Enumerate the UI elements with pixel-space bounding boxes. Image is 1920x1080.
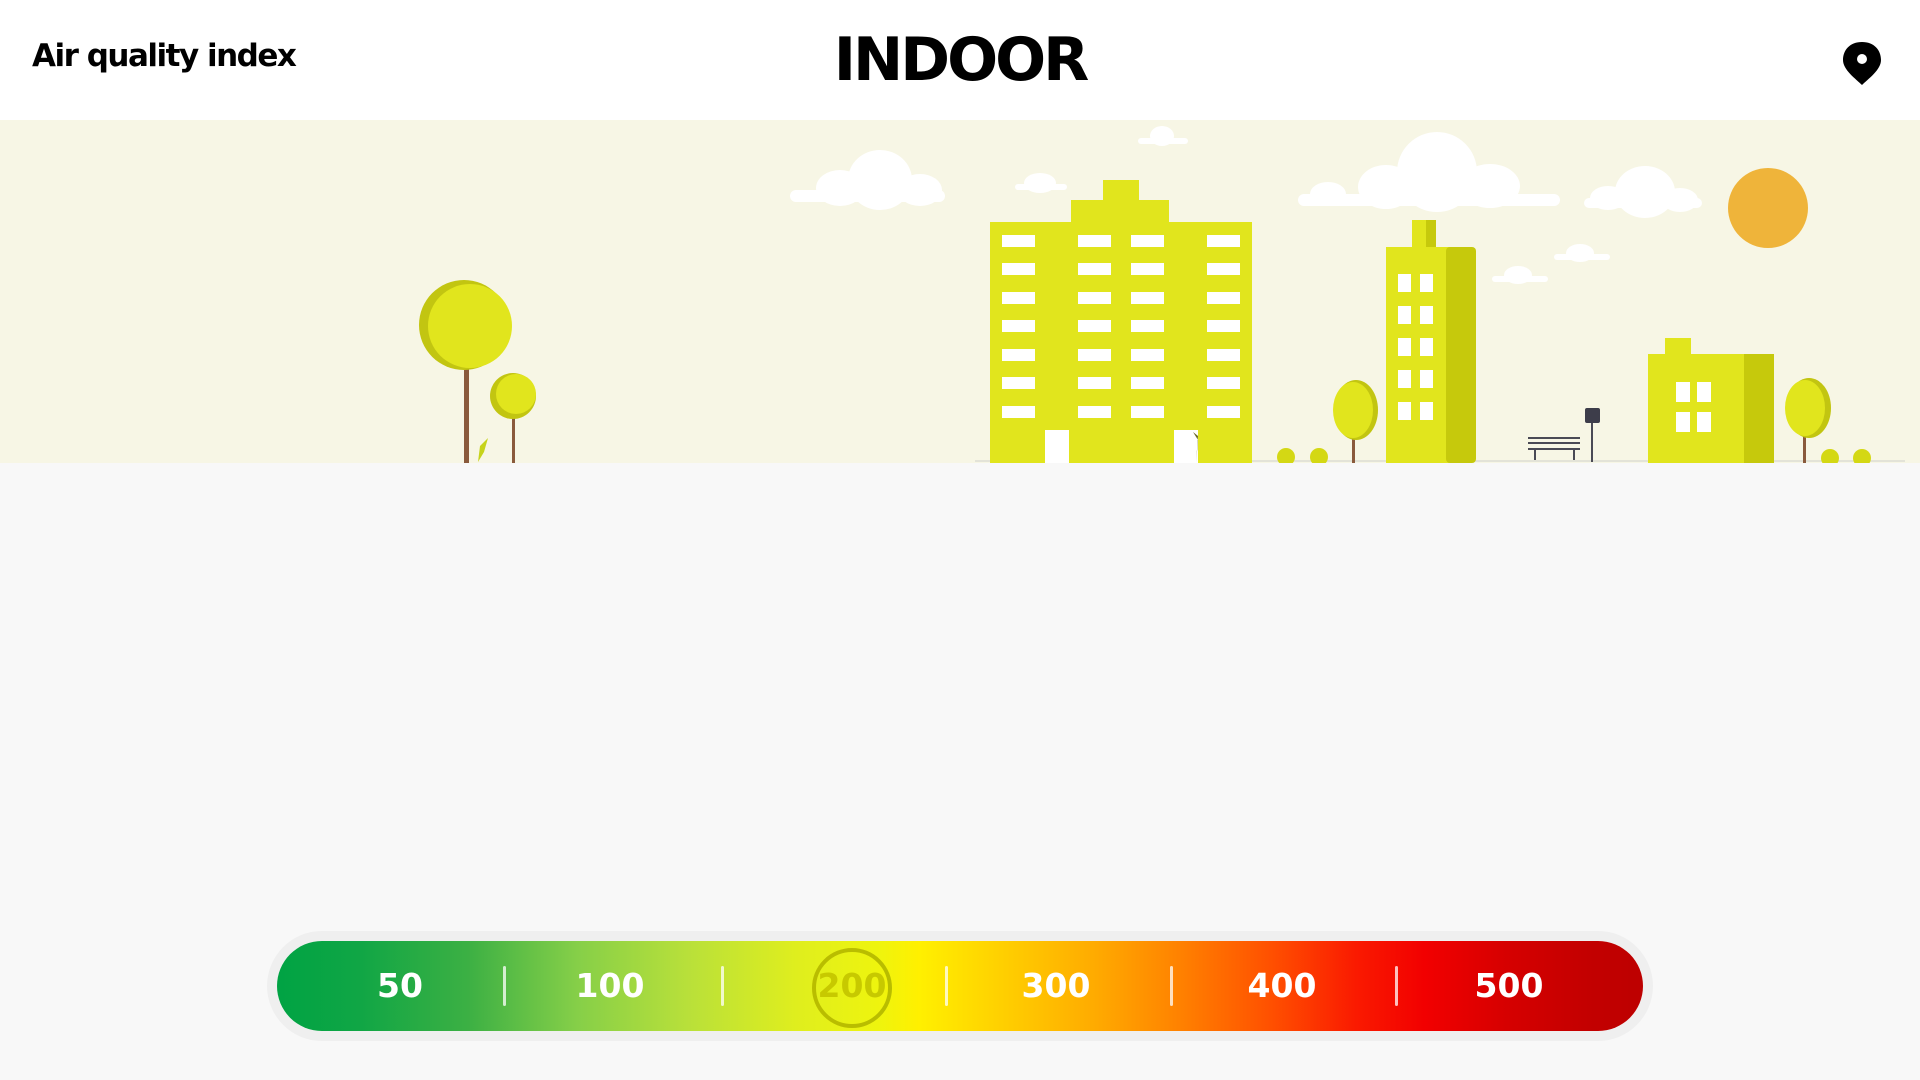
cloud-icon xyxy=(1015,173,1067,193)
app-header: Air quality index INDOOR xyxy=(0,0,1920,120)
app-title: Air quality index xyxy=(32,38,297,74)
building-icon xyxy=(1386,220,1476,463)
aqi-level-400[interactable]: 400 xyxy=(1247,966,1317,1005)
city-illustration xyxy=(0,120,1920,463)
building-icon xyxy=(990,180,1252,463)
cloud-icon xyxy=(1298,132,1560,212)
tree-icon xyxy=(1333,380,1378,463)
cloud-icon xyxy=(1138,126,1188,146)
cloud-icon xyxy=(1584,166,1702,218)
scale-divider xyxy=(945,966,948,1006)
aqi-level-300[interactable]: 300 xyxy=(1021,966,1091,1005)
mode-title: INDOOR xyxy=(833,25,1090,95)
current-level-indicator xyxy=(812,948,892,1028)
scale-divider xyxy=(1395,966,1398,1006)
aqi-scale: 50 100 200 300 400 500 xyxy=(267,931,1653,1041)
cloud-icon xyxy=(1492,266,1548,284)
aqi-gradient-bar: 50 100 200 300 400 500 xyxy=(277,941,1643,1031)
aqi-level-100[interactable]: 100 xyxy=(575,966,645,1005)
aqi-level-500[interactable]: 500 xyxy=(1474,966,1544,1005)
tree-icon xyxy=(419,280,512,463)
tree-icon xyxy=(490,373,536,463)
scale-divider xyxy=(503,966,506,1006)
bench-icon xyxy=(1528,437,1580,460)
aqi-level-50[interactable]: 50 xyxy=(377,966,423,1005)
scale-divider xyxy=(1170,966,1173,1006)
tree-icon xyxy=(1785,378,1831,463)
building-icon xyxy=(1648,338,1774,463)
location-pin-icon[interactable] xyxy=(1840,38,1884,88)
cloud-icon xyxy=(1554,244,1610,262)
sun-icon xyxy=(1728,168,1808,248)
scale-divider xyxy=(721,966,724,1006)
lamp-post-icon xyxy=(1585,408,1600,462)
cloud-icon xyxy=(790,150,945,210)
aqi-level-200[interactable]: 200 xyxy=(817,966,887,1005)
